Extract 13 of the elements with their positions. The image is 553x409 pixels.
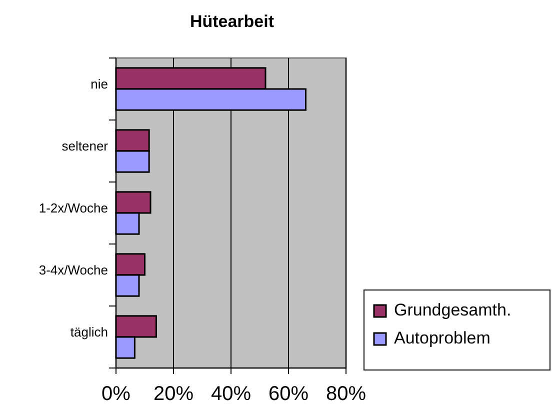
x-tick-label: 0% [102, 383, 131, 406]
y-tick-label: nie [90, 76, 108, 92]
x-tick-label: 60% [268, 383, 309, 406]
legend-label: Autoproblem [394, 328, 490, 348]
x-tick-label: 40% [210, 383, 252, 406]
x-tick-label: 20% [153, 383, 194, 406]
chart-title: Hütearbeit [190, 12, 274, 31]
legend-label: Grundgesamth. [394, 300, 512, 320]
y-tick-label: täglich [70, 324, 108, 340]
y-tick-label: seltener [62, 138, 109, 154]
y-tick-label: 3-4x/Woche [38, 262, 108, 278]
y-tick-label: 1-2x/Woche [38, 200, 108, 216]
x-tick-label: 80% [326, 383, 366, 406]
